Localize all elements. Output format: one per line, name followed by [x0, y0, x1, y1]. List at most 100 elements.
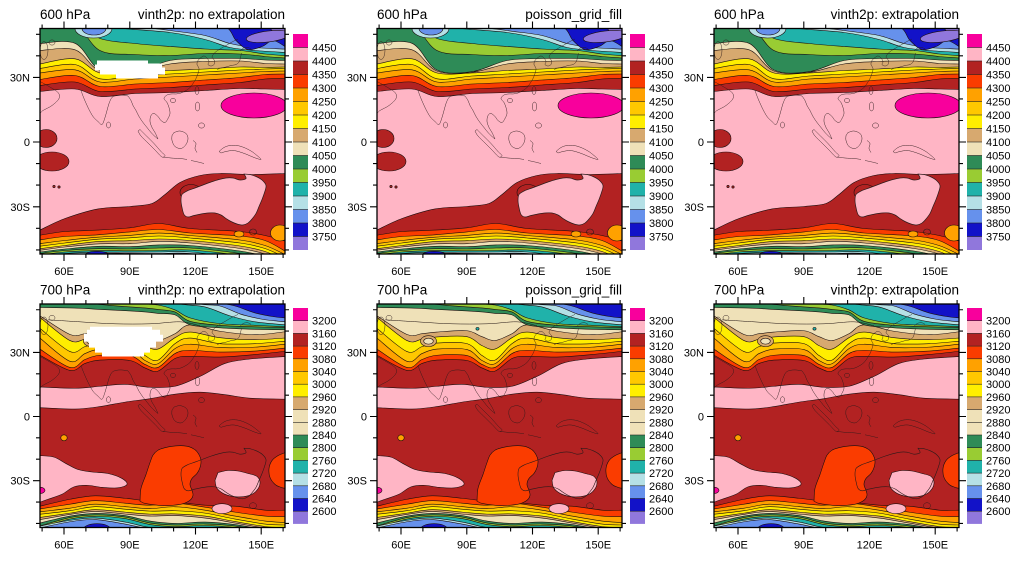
svg-text:0: 0	[698, 411, 704, 423]
svg-text:3120: 3120	[649, 341, 673, 353]
svg-text:4200: 4200	[312, 110, 336, 122]
svg-text:4250: 4250	[312, 97, 336, 109]
svg-text:4350: 4350	[312, 70, 336, 82]
svg-text:3040: 3040	[986, 367, 1010, 379]
svg-text:3750: 3750	[986, 232, 1010, 244]
svg-text:2720: 2720	[649, 468, 673, 480]
svg-text:3200: 3200	[986, 316, 1010, 328]
svg-text:4200: 4200	[649, 110, 673, 122]
svg-text:4150: 4150	[312, 124, 336, 136]
svg-text:0: 0	[24, 137, 30, 149]
svg-text:3850: 3850	[649, 205, 673, 217]
svg-text:4250: 4250	[649, 97, 673, 109]
svg-text:vinth2p: no extrapolation: vinth2p: no extrapolation	[138, 283, 285, 298]
svg-text:600 hPa: 600 hPa	[714, 7, 765, 22]
svg-text:4100: 4100	[986, 137, 1010, 149]
svg-text:3040: 3040	[312, 367, 336, 379]
svg-text:90E: 90E	[457, 540, 477, 552]
svg-text:150E: 150E	[922, 540, 948, 552]
svg-text:3120: 3120	[312, 341, 336, 353]
svg-text:2600: 2600	[312, 506, 336, 518]
svg-text:30S: 30S	[684, 476, 704, 488]
svg-text:3800: 3800	[312, 218, 336, 230]
svg-text:2680: 2680	[986, 481, 1010, 493]
svg-text:120E: 120E	[857, 540, 883, 552]
svg-text:4100: 4100	[312, 137, 336, 149]
svg-text:90E: 90E	[457, 266, 477, 278]
svg-text:120E: 120E	[520, 540, 546, 552]
svg-text:3080: 3080	[312, 354, 336, 366]
svg-text:30N: 30N	[684, 347, 704, 359]
svg-text:0: 0	[698, 137, 704, 149]
svg-text:3160: 3160	[312, 328, 336, 340]
svg-text:2640: 2640	[649, 494, 673, 506]
svg-text:0: 0	[24, 411, 30, 423]
svg-text:30S: 30S	[10, 202, 30, 214]
svg-text:0: 0	[361, 137, 367, 149]
svg-text:2920: 2920	[649, 405, 673, 417]
svg-text:30S: 30S	[10, 476, 30, 488]
svg-text:3160: 3160	[649, 328, 673, 340]
svg-text:120E: 120E	[183, 266, 209, 278]
svg-text:2640: 2640	[312, 494, 336, 506]
svg-text:60E: 60E	[728, 266, 748, 278]
svg-text:4000: 4000	[986, 164, 1010, 176]
svg-text:vinth2p: extrapolation: vinth2p: extrapolation	[831, 283, 959, 298]
svg-text:4000: 4000	[312, 164, 336, 176]
svg-text:2880: 2880	[649, 417, 673, 429]
svg-text:2840: 2840	[986, 430, 1010, 442]
svg-text:2680: 2680	[649, 481, 673, 493]
svg-text:3750: 3750	[649, 232, 673, 244]
svg-text:poisson_grid_fill: poisson_grid_fill	[525, 7, 622, 22]
svg-text:2760: 2760	[986, 455, 1010, 467]
svg-text:2720: 2720	[312, 468, 336, 480]
svg-text:90E: 90E	[794, 540, 814, 552]
svg-text:3900: 3900	[986, 191, 1010, 203]
svg-text:2880: 2880	[312, 417, 336, 429]
svg-text:3000: 3000	[312, 379, 336, 391]
svg-text:4150: 4150	[649, 124, 673, 136]
svg-text:2920: 2920	[986, 405, 1010, 417]
svg-text:30S: 30S	[684, 202, 704, 214]
svg-text:2840: 2840	[312, 430, 336, 442]
svg-text:2760: 2760	[312, 455, 336, 467]
svg-text:4300: 4300	[649, 83, 673, 95]
svg-text:150E: 150E	[248, 540, 274, 552]
svg-text:120E: 120E	[183, 540, 209, 552]
svg-text:3080: 3080	[986, 354, 1010, 366]
svg-text:3200: 3200	[649, 316, 673, 328]
svg-text:2960: 2960	[986, 392, 1010, 404]
svg-text:600 hPa: 600 hPa	[40, 7, 91, 22]
svg-text:2680: 2680	[312, 481, 336, 493]
svg-text:3120: 3120	[986, 341, 1010, 353]
svg-text:0: 0	[361, 411, 367, 423]
svg-text:3950: 3950	[312, 178, 336, 190]
svg-text:2800: 2800	[312, 443, 336, 455]
svg-text:4050: 4050	[649, 151, 673, 163]
svg-text:3160: 3160	[986, 328, 1010, 340]
svg-text:60E: 60E	[728, 540, 748, 552]
svg-text:30N: 30N	[10, 72, 30, 84]
svg-text:120E: 120E	[857, 266, 883, 278]
svg-text:60E: 60E	[391, 266, 411, 278]
svg-text:30N: 30N	[347, 347, 367, 359]
svg-text:4050: 4050	[986, 151, 1010, 163]
svg-text:90E: 90E	[120, 266, 140, 278]
svg-text:30N: 30N	[10, 347, 30, 359]
svg-text:150E: 150E	[585, 540, 611, 552]
svg-text:2600: 2600	[649, 506, 673, 518]
svg-text:30S: 30S	[347, 202, 367, 214]
svg-text:3900: 3900	[312, 191, 336, 203]
svg-text:3900: 3900	[649, 191, 673, 203]
svg-text:4250: 4250	[986, 97, 1010, 109]
svg-text:4150: 4150	[986, 124, 1010, 136]
svg-text:4400: 4400	[986, 56, 1010, 68]
svg-text:3040: 3040	[649, 367, 673, 379]
svg-text:120E: 120E	[520, 266, 546, 278]
svg-text:30S: 30S	[347, 476, 367, 488]
svg-text:2920: 2920	[312, 405, 336, 417]
svg-text:2880: 2880	[986, 417, 1010, 429]
svg-text:3950: 3950	[649, 178, 673, 190]
svg-text:4400: 4400	[312, 56, 336, 68]
svg-text:4450: 4450	[649, 43, 673, 55]
